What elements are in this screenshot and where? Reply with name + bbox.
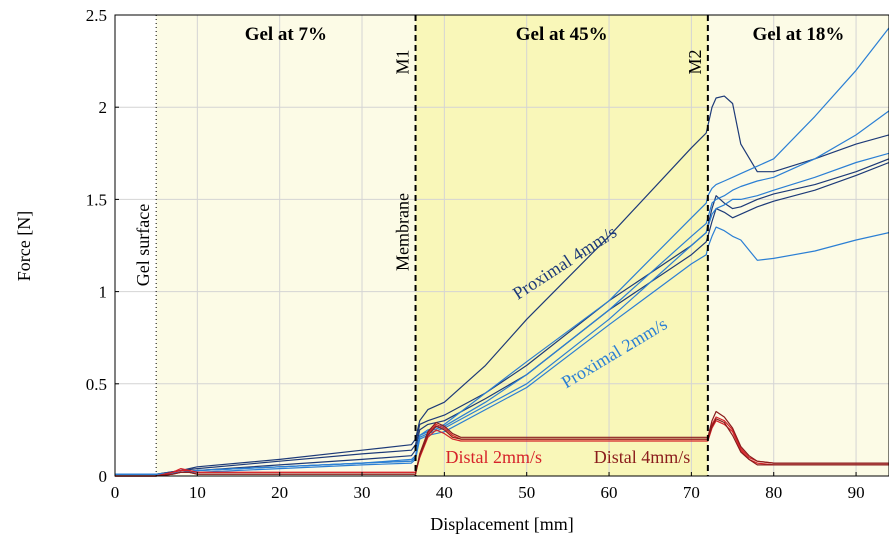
region-label: Gel at 7%: [245, 24, 327, 45]
region-background: [707, 15, 889, 476]
x-tick-label: 50: [518, 483, 535, 502]
data-series: [115, 27, 889, 477]
y-tick-label: 2: [99, 98, 108, 117]
curve-annotation: Distal 4mm/s: [594, 447, 691, 467]
y-axis-label: Force [N]: [14, 211, 34, 281]
region-background: [415, 15, 708, 476]
plot-frame: [114, 14, 889, 477]
x-axis-label: Displacement [mm]: [430, 514, 573, 534]
marker-label: Gel surface: [133, 204, 153, 286]
x-tick-label: 30: [354, 483, 371, 502]
y-tick-label: 0: [99, 467, 108, 486]
y-tick-label: 1: [99, 283, 108, 302]
x-tick-label: 20: [271, 483, 288, 502]
tick-labels: 0 10 20 30 40 50 60 70 80 90 0 0.5 1 1.5 2 2.5: [86, 6, 865, 502]
y-tick-label: 1.5: [86, 190, 107, 209]
y-tick-label: 2.5: [86, 6, 107, 25]
curve-annotation: Distal 2mm/s: [446, 447, 543, 467]
series-line: [115, 226, 889, 475]
x-tick-label: 0: [111, 483, 120, 502]
x-tick-label: 10: [189, 483, 206, 502]
marker-labels: Gel surface M1 Membrane M2: [133, 49, 705, 286]
marker-lines: [155, 15, 709, 476]
x-tick-label: 60: [601, 483, 618, 502]
marker-label: M1: [393, 49, 413, 74]
series-line: [115, 152, 889, 475]
y-tick-label: 0.5: [86, 375, 107, 394]
series-line: [115, 418, 889, 477]
region-label: Gel at 18%: [753, 24, 845, 45]
x-tick-label: 80: [765, 483, 782, 502]
region-background: [156, 15, 416, 476]
region-label: Gel at 45%: [516, 24, 608, 45]
x-tick-label: 70: [683, 483, 700, 502]
x-tick-label: 90: [848, 483, 865, 502]
region-backgrounds: [156, 15, 889, 476]
marker-sublabel: Membrane: [393, 193, 413, 271]
marker-label: M2: [685, 49, 705, 74]
series-line: [115, 95, 889, 475]
x-tick-label: 40: [436, 483, 453, 502]
region-labels: Gel at 7% Gel at 45% Gel at 18%: [245, 24, 845, 45]
